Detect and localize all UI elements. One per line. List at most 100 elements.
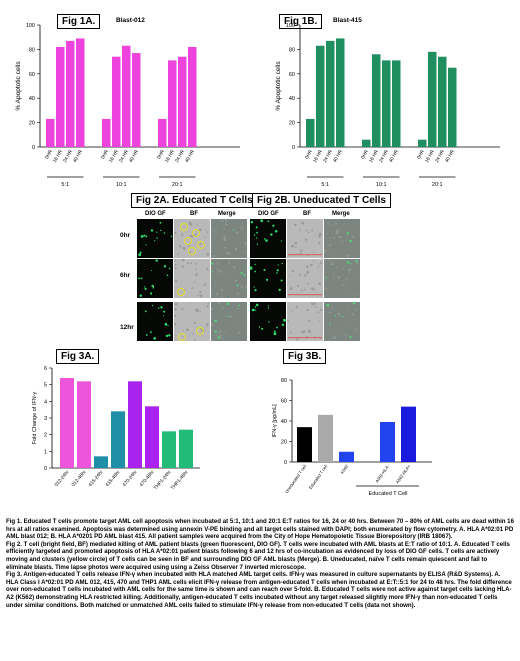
fig3b-bar [401, 406, 416, 462]
micrograph-cell-dot [355, 309, 357, 311]
micrograph-cell-dot [163, 315, 165, 317]
micrograph-cell-dot [211, 262, 214, 265]
fig2a-title: Fig 2A. Educated T Cells [131, 193, 258, 208]
micrograph-cell-dot [234, 247, 238, 251]
micrograph-cell-dot [214, 234, 216, 236]
micrograph-fluor [250, 219, 286, 258]
fig1a-bar [168, 60, 177, 147]
micrograph-cell-dot [290, 331, 292, 334]
fig3a-ytick-label: 5 [44, 383, 47, 389]
micrograph-cell-dot [145, 235, 148, 238]
micrograph-cell-dot [181, 307, 184, 310]
micrograph-cell-dot [302, 330, 306, 334]
micrograph-cell-dot [331, 307, 333, 310]
fig1a-bar [112, 56, 121, 147]
micrograph-cell-dot [156, 231, 158, 233]
micrograph-cell-dot [181, 265, 184, 268]
fig3b-bar [318, 414, 333, 462]
fig1b-xtick-label: 40 HR [444, 149, 456, 164]
fig1a-ytick-label: 40 [29, 96, 35, 102]
tcell-cluster-circle [177, 288, 185, 296]
micrograph-cell-dot [351, 236, 354, 238]
micrograph-cell-dot [346, 306, 349, 308]
micrograph-cell-dot [190, 234, 194, 238]
micrograph-cell-dot [325, 287, 328, 290]
fig1a-xtick-label: 0HR [156, 149, 166, 161]
micrograph-background [287, 259, 323, 298]
micrograph-cell-dot [306, 240, 308, 242]
micrograph-cell-dot [224, 246, 227, 249]
micrograph-cell-dot [357, 293, 359, 295]
fig1a-bar [66, 40, 75, 147]
fig3b-label: Fig 3B. [283, 349, 327, 364]
micrograph-fluor [137, 302, 173, 341]
micrograph-cell-dot [318, 232, 322, 236]
micrograph-cell-dot [144, 287, 147, 290]
micrograph-cell-dot [250, 267, 253, 270]
micrograph-cell-dot [333, 336, 336, 339]
micrograph-cell-dot [324, 249, 327, 253]
micrograph-cell-dot [213, 255, 216, 257]
micrograph-cell-dot [334, 314, 337, 317]
fig1b-group-label: 5:1 [321, 182, 329, 188]
micrograph-cell-dot [301, 221, 305, 225]
micrograph-cell-dot [238, 296, 240, 298]
micrograph-cell-dot [265, 239, 268, 242]
micrograph-cell-dot [144, 310, 147, 313]
micrograph-cell-dot [223, 235, 226, 239]
micrograph-cell-dot [270, 233, 273, 236]
micrograph-cell-dot [219, 270, 222, 273]
micrograph-cell-dot [319, 261, 323, 265]
fig1b-ytick-label: 40 [289, 96, 295, 102]
fig3b-xtick-label: K562 [340, 463, 350, 474]
micrograph-merge [324, 259, 360, 298]
fig3a-xtick-label: 415-24hr [88, 469, 105, 488]
micrograph-cell-dot [304, 288, 307, 291]
micrograph-cell-dot [139, 251, 142, 254]
micrograph-cell-dot [348, 268, 352, 272]
micrograph-cell-dot [326, 303, 330, 307]
micrograph-cell-dot [332, 273, 335, 275]
micrograph-cell-dot [227, 315, 229, 318]
figure-caption: Fig 1. Educated T cells promote target A… [6, 518, 514, 609]
micrograph-cell-dot [254, 263, 256, 266]
micrograph-cell-dot [332, 237, 335, 240]
caption-fig3: Fig 3. Antigen-educated T cells release … [6, 571, 512, 609]
micrograph-cell-dot [301, 331, 303, 334]
fig2-row-12hr: 12hr [120, 324, 134, 331]
fig3a-xtick-label: 012-24hr [54, 469, 71, 488]
micrograph-cell-dot [335, 222, 338, 225]
fig2a-col-bf: BF [190, 211, 198, 217]
fig2-row-0hr: 0hr [120, 232, 131, 239]
fig1b-group-label: 20:1 [432, 182, 443, 188]
micrograph-cell-dot [156, 237, 158, 239]
micrograph-cell-dot [152, 287, 154, 289]
fig3a-xtick-label: 012-48hr [71, 469, 88, 488]
micrograph-background [174, 259, 210, 298]
fig3a-bar [145, 406, 159, 468]
micrograph-cell-dot [280, 240, 282, 242]
micrograph-merge [324, 302, 360, 341]
micrograph-bf [287, 302, 323, 341]
tcell-cluster-circle [178, 333, 186, 341]
micrograph-bf [287, 219, 323, 258]
micrograph-cell-dot [283, 318, 286, 322]
caption-fig1: Fig 1. Educated T cells promote target A… [6, 518, 514, 541]
micrograph-cell-dot [164, 322, 168, 326]
micrograph-cell-dot [329, 323, 331, 325]
micrograph-cell-dot [151, 284, 154, 288]
micrograph-cell-dot [174, 308, 177, 311]
fig1a-group-label: 10:1 [116, 182, 127, 188]
micrograph-cell-dot [329, 260, 331, 262]
fig1a-group-label: 20:1 [172, 182, 183, 188]
micrograph-cell-dot [216, 262, 219, 265]
micrograph-cell-dot [299, 231, 301, 233]
micrograph-cell-dot [331, 262, 334, 265]
fig1b-ytick-label: 100 [286, 23, 295, 29]
micrograph-cell-dot [345, 279, 347, 281]
micrograph-cell-dot [206, 326, 208, 328]
fig3b-ylabel: IFN-γ [pg/mL] [272, 404, 278, 438]
micrograph-cell-dot [211, 323, 214, 326]
micrograph-cell-dot [174, 232, 177, 235]
micrograph-cell-dot [338, 312, 341, 316]
